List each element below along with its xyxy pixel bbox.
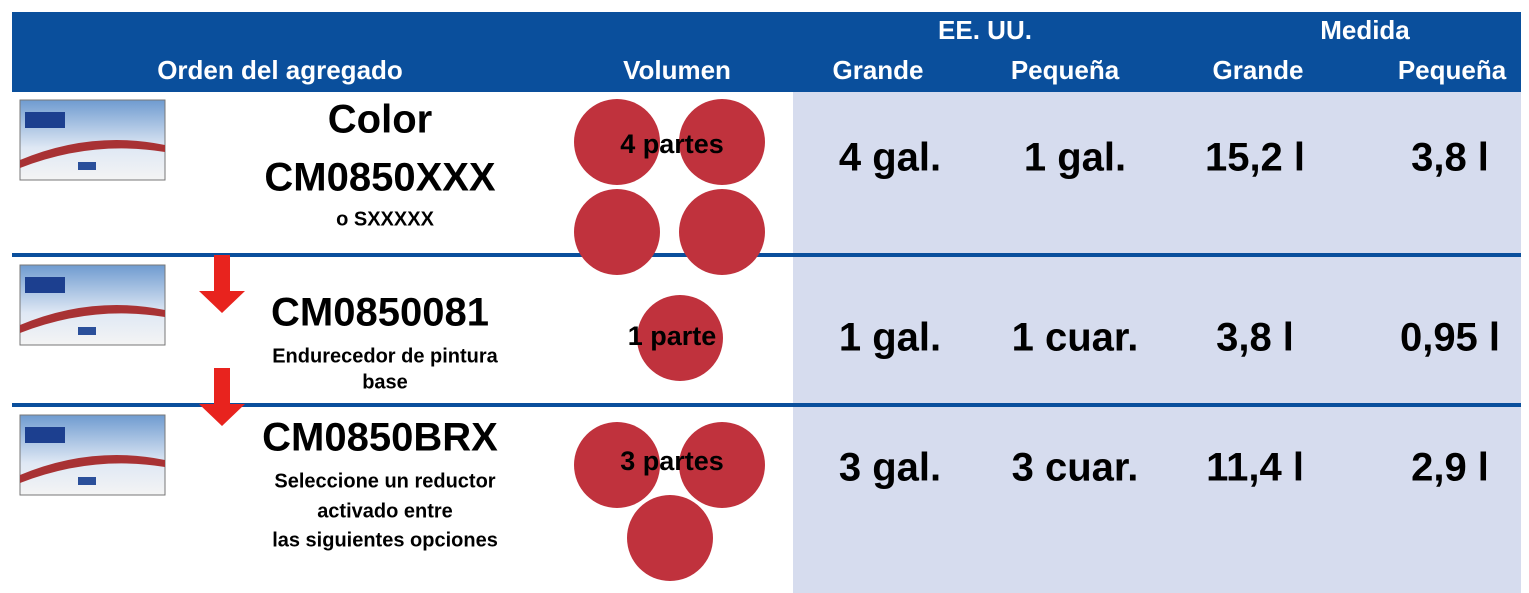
quantity: 11,4 l	[1206, 446, 1304, 490]
volume-part	[679, 189, 765, 275]
quantity: 3 gal.	[839, 446, 941, 490]
product-description: base	[362, 371, 408, 393]
product-description: Endurecedor de pintura	[272, 345, 498, 367]
order-arrow	[199, 368, 245, 426]
product-description: las siguientes opciones	[272, 529, 498, 551]
quantity: 3,8 l	[1216, 316, 1294, 360]
logo-badge	[78, 327, 96, 335]
volume-part	[679, 422, 765, 508]
quantity: 3 cuar.	[1012, 446, 1139, 490]
row-divider	[12, 403, 1521, 407]
logo-mark	[25, 277, 65, 293]
volume-part	[637, 295, 723, 381]
quantity: 4 gal.	[839, 136, 941, 180]
quantity: 1 gal.	[839, 316, 941, 360]
logo-mark	[25, 112, 65, 128]
volume-label: 1 parte	[628, 321, 717, 351]
logo-badge	[78, 477, 96, 485]
product-code: Color	[328, 98, 432, 142]
quantity: 1 gal.	[1024, 136, 1126, 180]
logo-swoosh	[20, 140, 165, 168]
volume-part	[574, 422, 660, 508]
product-description: Seleccione un reductor	[274, 470, 495, 492]
group-header: Medida	[1320, 15, 1410, 45]
column-header: Pequeña	[1011, 55, 1120, 85]
quantity: 15,2 l	[1205, 136, 1305, 180]
quantity: 3,8 l	[1411, 136, 1489, 180]
quantity: 1 cuar.	[1012, 316, 1139, 360]
column-header: Grande	[1212, 55, 1303, 85]
logo-swoosh	[20, 305, 165, 333]
volume-part	[679, 99, 765, 185]
logo-mark	[25, 427, 65, 443]
volume-label: 4 partes	[620, 129, 724, 159]
order-arrow	[199, 255, 245, 313]
product-code: CM0850BRX	[262, 416, 498, 460]
logo-badge	[78, 162, 96, 170]
volume-part	[574, 99, 660, 185]
header-band	[12, 12, 1521, 92]
product-description: o SXXXXX	[336, 208, 434, 230]
quantity: 0,95 l	[1400, 316, 1500, 360]
product-code: CM0850081	[271, 291, 489, 335]
column-header: Grande	[832, 55, 923, 85]
column-header: Volumen	[623, 55, 731, 85]
product-description: activado entre	[317, 500, 453, 522]
group-header: EE. UU.	[938, 15, 1032, 45]
column-header: Orden del agregado	[157, 55, 403, 85]
volume-part	[627, 495, 713, 581]
volume-label: 3 partes	[620, 446, 724, 476]
column-header: Pequeña	[1398, 55, 1507, 85]
product-code: CM0850XXX	[264, 156, 496, 200]
quantity: 2,9 l	[1411, 446, 1489, 490]
row-divider	[12, 253, 1521, 257]
volume-part	[574, 189, 660, 275]
value-panel	[793, 92, 1521, 593]
logo-swoosh	[20, 455, 165, 483]
